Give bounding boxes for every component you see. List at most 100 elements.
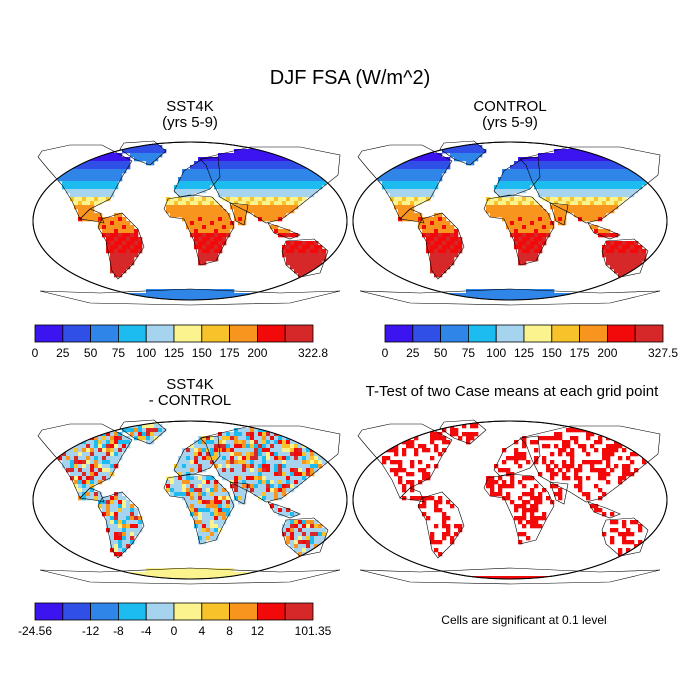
grid-cell <box>202 209 207 214</box>
grid-cell <box>582 201 587 206</box>
grid-cell <box>290 440 295 445</box>
grid-cell <box>90 189 95 194</box>
grid-cell <box>226 233 231 238</box>
grid-cell <box>126 257 131 262</box>
grid-cell <box>586 189 591 194</box>
grid-cell <box>546 177 551 182</box>
grid-cell <box>490 484 495 489</box>
grid-cell <box>270 193 275 198</box>
grid-cell <box>210 165 215 170</box>
grid-cell <box>182 293 187 298</box>
grid-cell <box>322 161 327 166</box>
grid-cell <box>454 241 459 246</box>
grid-cell <box>558 161 563 166</box>
grid-cell <box>226 189 231 194</box>
grid-cell <box>542 436 547 441</box>
colorbar-swatch <box>634 324 664 343</box>
grid-cell <box>94 217 99 222</box>
grid-cell <box>114 165 119 170</box>
grid-cell <box>310 452 315 457</box>
grid-cell <box>126 233 131 238</box>
grid-cell <box>606 448 611 453</box>
grid-cell <box>558 185 563 190</box>
grid-cell <box>202 464 207 469</box>
grid-cell <box>538 153 543 158</box>
grid-cell <box>138 297 143 300</box>
grid-cell <box>298 189 303 194</box>
grid-cell <box>258 173 263 178</box>
grid-cell <box>394 145 399 150</box>
grid-cell <box>466 436 471 441</box>
grid-cell <box>226 580 230 584</box>
grid-cell <box>314 261 319 266</box>
grid-cell <box>238 293 243 298</box>
grid-cell <box>610 181 615 186</box>
grid-cell <box>406 205 411 210</box>
grid-cell <box>566 177 571 182</box>
grid-cell <box>290 524 295 529</box>
grid-cell <box>118 492 123 497</box>
grid-cell <box>58 440 63 445</box>
grid-cell <box>190 488 195 493</box>
grid-cell <box>554 492 559 497</box>
grid-cell <box>146 436 151 441</box>
grid-cell <box>570 428 575 433</box>
grid-cell <box>78 488 83 493</box>
grid-cell <box>74 205 79 210</box>
grid-cell <box>130 301 134 305</box>
grid-cell <box>386 157 391 162</box>
grid-cell <box>318 440 323 445</box>
grid-cell <box>438 508 443 513</box>
grid-cell <box>590 173 595 178</box>
grid-cell <box>446 237 451 242</box>
grid-cell <box>606 177 611 182</box>
grid-cell <box>242 464 247 469</box>
grid-cell <box>422 149 427 154</box>
grid-cell <box>262 181 267 186</box>
grid-cell <box>126 297 131 300</box>
grid-cell <box>310 532 315 537</box>
grid-cell <box>282 452 287 457</box>
grid-cell <box>638 161 643 166</box>
grid-cell <box>106 233 111 238</box>
grid-cell <box>114 500 119 505</box>
grid-cell <box>270 157 275 162</box>
grid-cell <box>382 161 387 166</box>
grid-cell <box>66 444 71 449</box>
grid-cell <box>550 193 555 198</box>
grid-cell <box>522 169 527 174</box>
grid-cell <box>110 185 115 190</box>
grid-cell <box>546 197 551 202</box>
grid-cell <box>122 233 127 238</box>
grid-cell <box>294 512 299 517</box>
grid-cell <box>70 468 75 473</box>
grid-cell <box>182 488 187 493</box>
grid-cell <box>606 181 611 186</box>
grid-cell <box>278 460 283 465</box>
grid-cell <box>206 572 211 577</box>
grid-cell <box>418 173 423 178</box>
grid-cell <box>322 173 327 178</box>
grid-cell <box>494 576 499 579</box>
grid-cell <box>150 153 155 158</box>
grid-cell <box>122 253 127 258</box>
grid-cell <box>302 161 307 166</box>
grid-cell <box>166 568 171 573</box>
grid-cell <box>430 157 435 162</box>
grid-cell <box>202 245 207 250</box>
grid-cell <box>82 205 87 210</box>
grid-cell <box>450 142 455 146</box>
grid-cell <box>102 444 107 449</box>
grid-cell <box>262 213 267 218</box>
grid-cell <box>62 452 67 457</box>
grid-cell <box>206 249 211 254</box>
grid-cell <box>630 189 635 194</box>
grid-cell <box>314 460 319 465</box>
grid-cell <box>110 500 115 505</box>
coastline-antarctica <box>39 288 341 306</box>
grid-cell <box>238 301 242 305</box>
grid-cell <box>70 177 75 182</box>
grid-cell <box>94 169 99 174</box>
grid-cell <box>130 524 135 529</box>
grid-cell <box>282 444 287 449</box>
